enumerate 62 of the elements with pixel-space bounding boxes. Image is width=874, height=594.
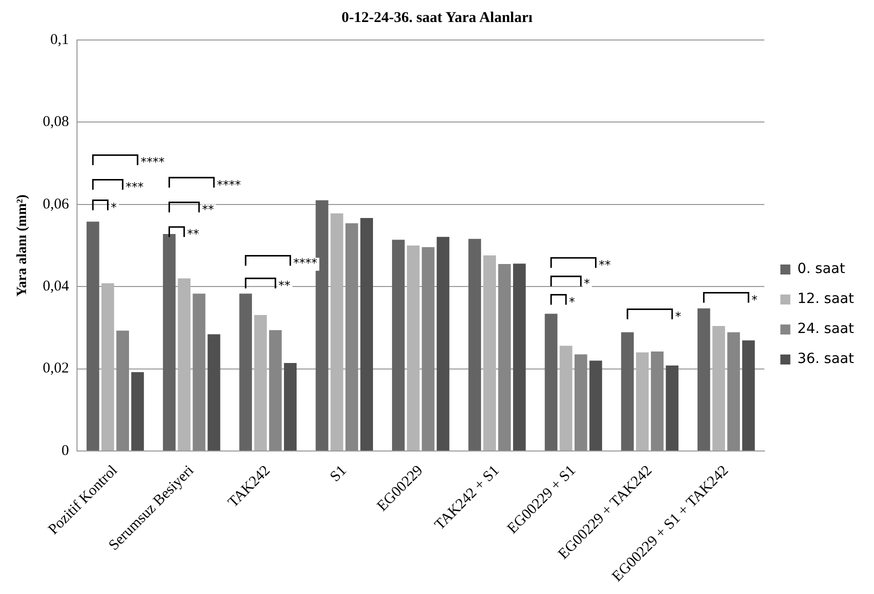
bar — [589, 360, 602, 450]
bar — [621, 332, 634, 450]
annotation: * — [584, 276, 590, 290]
annotation: *** — [126, 180, 144, 194]
annotation: ** — [187, 227, 200, 242]
bar — [560, 346, 572, 450]
bar — [239, 294, 252, 450]
bar — [101, 283, 114, 450]
annotation: ** — [598, 258, 611, 272]
bar — [544, 314, 558, 450]
x-tick-label: S1 — [327, 462, 350, 486]
bar — [468, 238, 482, 450]
bar — [131, 372, 144, 450]
bar — [742, 340, 755, 450]
bar — [192, 294, 206, 450]
bar — [208, 334, 220, 450]
bar — [330, 213, 344, 450]
bar — [178, 278, 190, 450]
bar — [284, 363, 297, 450]
y-tick-label: 0,1 — [50, 32, 70, 48]
annotation: ** — [278, 278, 290, 292]
bar — [712, 326, 726, 450]
legend-label: 0. saat — [797, 261, 846, 278]
bar — [316, 200, 328, 450]
bar — [436, 236, 450, 450]
annotation: * — [568, 294, 575, 309]
bar — [254, 314, 267, 450]
bar — [574, 354, 588, 450]
annotation: ** — [202, 202, 214, 216]
bar — [422, 247, 434, 450]
legend-label: 36. saat — [797, 351, 855, 368]
bar — [116, 330, 130, 450]
bar — [392, 240, 405, 450]
y-axis-title: Yara alanı (mm²) — [15, 194, 30, 297]
legend-label: 12. saat — [797, 291, 855, 308]
bar — [727, 332, 740, 450]
bar — [345, 223, 358, 450]
y-tick-label: 0 — [62, 442, 70, 459]
y-tick-label: 0,04 — [42, 278, 70, 295]
bar — [162, 234, 176, 450]
bar — [269, 330, 282, 450]
bar — [86, 222, 100, 450]
legend-label: 24. saat — [797, 321, 855, 338]
annotation: **** — [293, 256, 318, 270]
chart-title: 0-12-24-36. saat Yara Alanları — [340, 10, 534, 27]
bar — [498, 264, 511, 450]
y-tick-label: 0,06 — [42, 196, 70, 212]
bar — [513, 264, 526, 450]
y-tick-label: 0,02 — [42, 360, 70, 377]
annotation: **** — [216, 178, 241, 192]
annotation: * — [675, 309, 682, 324]
bar — [666, 366, 678, 450]
bar — [697, 308, 710, 450]
y-tick-label: 0,08 — [42, 114, 70, 130]
bar — [360, 218, 373, 450]
annotation: * — [110, 200, 117, 214]
bar — [406, 245, 420, 450]
bar — [650, 352, 664, 450]
annotation: **** — [140, 155, 165, 170]
bar — [636, 352, 649, 450]
annotation: * — [752, 292, 758, 307]
bar — [483, 255, 496, 450]
